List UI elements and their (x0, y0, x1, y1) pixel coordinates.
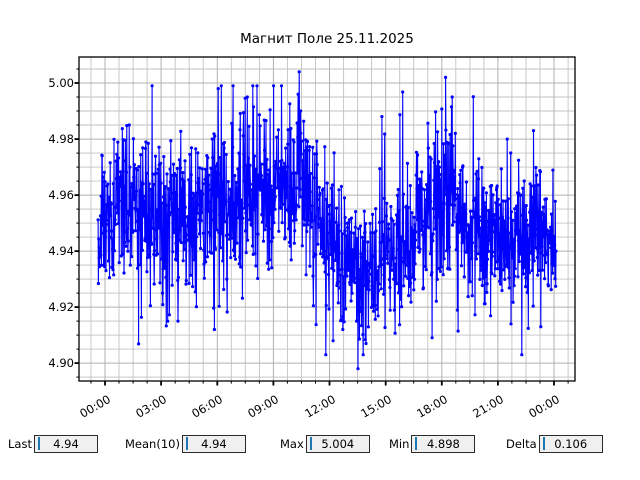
stat-min-value-box[interactable]: 4.898 (411, 435, 476, 453)
y-tick-label: 4.94 (48, 244, 74, 259)
stat-last-value: 4.94 (53, 437, 79, 451)
stat-delta-label: Delta (506, 437, 537, 451)
stat-min-label: Min (389, 437, 410, 451)
stat-mean-label: Mean(10) (125, 437, 180, 451)
stat-last-value-box[interactable]: 4.94 (33, 435, 98, 453)
stat-delta-value: 0.106 (554, 437, 588, 451)
plot-border (78, 56, 576, 382)
y-tick-label: 4.96 (48, 188, 74, 203)
text-cursor (185, 437, 188, 450)
text-cursor (309, 437, 312, 450)
stat-max: Max 5.004 (280, 433, 370, 455)
y-tick-label: 4.90 (48, 356, 74, 371)
y-tick-label: 4.92 (48, 300, 74, 315)
y-tick-label: 4.98 (48, 132, 74, 147)
text-cursor (415, 437, 418, 450)
data-series (96, 70, 558, 371)
stat-delta-value-box[interactable]: 0.106 (538, 435, 603, 453)
stat-min: Min 4.898 (389, 433, 476, 455)
stat-last: Last 4.94 (8, 433, 98, 455)
text-cursor (542, 437, 545, 450)
axis-ticks (74, 68, 569, 386)
text-cursor (37, 437, 40, 450)
y-tick-label: 5.00 (48, 76, 74, 91)
stat-mean: Mean(10) 4.94 (125, 433, 246, 455)
stat-last-label: Last (8, 437, 32, 451)
stat-delta: Delta 0.106 (506, 433, 603, 455)
series-markers (96, 70, 558, 371)
chart-canvas (74, 56, 576, 386)
stat-max-value: 5.004 (321, 437, 355, 451)
stat-max-value-box[interactable]: 5.004 (305, 435, 370, 453)
stat-mean-value: 4.94 (201, 437, 227, 451)
stat-max-label: Max (280, 437, 304, 451)
chart-title: Магнит Поле 25.11.2025 (240, 31, 414, 47)
stat-min-value: 4.898 (426, 437, 460, 451)
stat-mean-value-box[interactable]: 4.94 (181, 435, 246, 453)
